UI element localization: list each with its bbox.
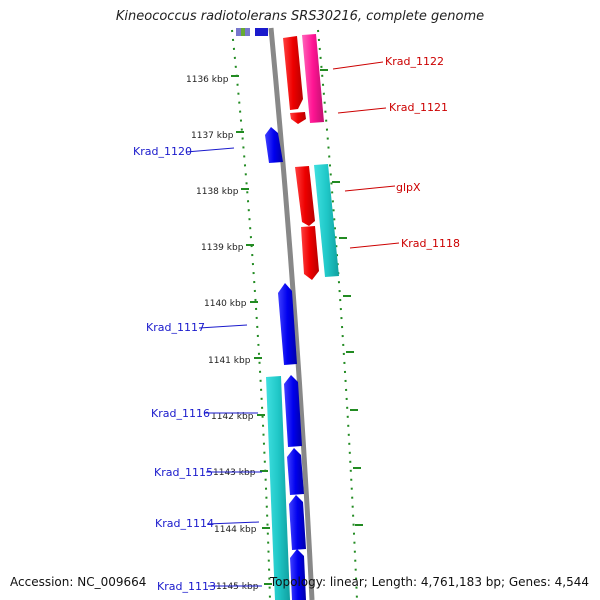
gene-krad-1117-cds[interactable] — [278, 283, 297, 365]
gene-label-krad-1117[interactable]: Krad_1117 — [146, 321, 205, 334]
leader-line — [185, 147, 235, 153]
gene-krad-1114-cds[interactable] — [289, 495, 306, 550]
gene-label-krad-1113[interactable]: Krad_1113 — [157, 580, 216, 593]
tick-label: 1142 kbp — [211, 412, 254, 422]
right-tick-track — [317, 29, 358, 600]
tick-marks — [231, 69, 363, 585]
accession-text: Accession: NC_009664 — [10, 575, 147, 589]
left-tick-track — [231, 29, 271, 600]
gene-label-krad-1118[interactable]: Krad_1118 — [401, 237, 460, 250]
gene-label-glpx[interactable]: glpX — [396, 181, 421, 194]
gene-label-krad-1122[interactable]: Krad_1122 — [385, 55, 444, 68]
tick-label: 1141 kbp — [208, 356, 251, 366]
leader-line — [206, 521, 260, 525]
gene-krad-1118-cds[interactable] — [301, 226, 319, 280]
leader-line — [337, 107, 387, 114]
tick-label: 1145 kbp — [216, 582, 259, 592]
map-title: Kineococcus radiotolerans SRS30216, comp… — [115, 9, 485, 24]
gene-label-krad-1114[interactable]: Krad_1114 — [155, 517, 214, 530]
tick-label: 1137 kbp — [191, 131, 234, 141]
tick-label: 1144 kbp — [214, 525, 257, 535]
gene-krad-1120-cds[interactable] — [265, 127, 283, 163]
gene-label-krad-1121[interactable]: Krad_1121 — [389, 101, 448, 114]
gene-glpx-cds[interactable] — [295, 166, 315, 226]
gene-label-krad-1115[interactable]: Krad_1115 — [154, 466, 213, 479]
top-partial-features — [236, 28, 268, 36]
gene-krad-1122-feature[interactable] — [302, 34, 324, 123]
tick-label: 1138 kbp — [196, 187, 239, 197]
gene-krad-1116-feature[interactable] — [266, 376, 290, 600]
tick-label: 1139 kbp — [201, 243, 244, 253]
gene-krad-1116-cds[interactable] — [284, 375, 302, 447]
tick-label: 1143 kbp — [213, 468, 256, 478]
gene-label-krad-1116[interactable]: Krad_1116 — [151, 407, 210, 420]
gene-label-krad-1120[interactable]: Krad_1120 — [133, 145, 192, 158]
genome-summary-text: Topology: linear; Length: 4,761,183 bp; … — [269, 575, 589, 589]
gene-krad-1121-cds[interactable] — [290, 112, 306, 124]
leader-line — [198, 324, 248, 329]
leader-line — [344, 185, 396, 192]
gene-krad-1113-cds[interactable] — [290, 549, 306, 600]
gene-krad-1115-cds[interactable] — [287, 448, 304, 495]
gene-krad-1122-cds[interactable] — [283, 36, 303, 110]
gene-glpx-feature[interactable] — [314, 164, 339, 277]
leader-line — [332, 61, 384, 70]
leader-line — [349, 242, 400, 249]
tick-label: 1140 kbp — [204, 299, 247, 309]
genome-backbone — [268, 27, 315, 600]
tick-label: 1136 kbp — [186, 75, 229, 85]
